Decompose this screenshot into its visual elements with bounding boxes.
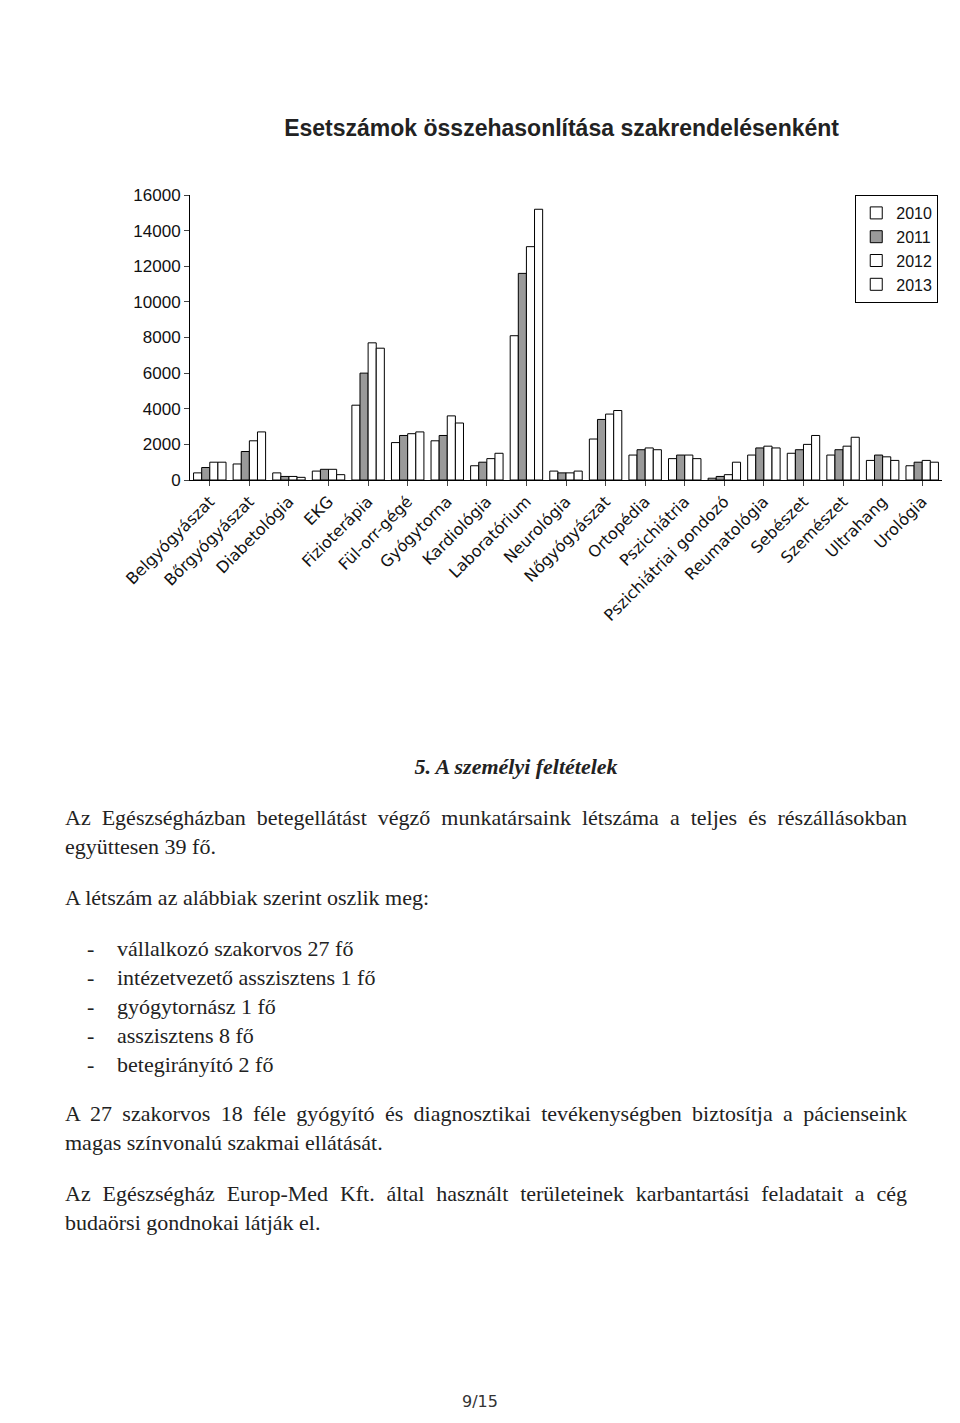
svg-text:8000: 8000 (143, 328, 181, 347)
html-text:asszisztens 8 fő: asszisztens 8 fő (117, 1023, 254, 1048)
html-text:A 27 szakorvos 18 féle gyógyít: A 27 szakorvos 18 féle gyógyító és diagn… (65, 1101, 907, 1155)
svg-text:Bőrgyógyászat: Bőrgyógyászat (160, 492, 257, 589)
svg-text:4000: 4000 (143, 400, 181, 419)
svg-text:Laboratórium: Laboratórium (445, 492, 535, 582)
svg-text:2012: 2012 (896, 253, 932, 270)
svg-text:2011: 2011 (896, 229, 931, 246)
svg-text:Ultrahang: Ultrahang (822, 492, 891, 561)
svg-text:14000: 14000 (133, 222, 180, 241)
svg-text:6000: 6000 (143, 364, 181, 383)
html-text:vállalkozó szakorvos 27 fő: vállalkozó szakorvos 27 fő (117, 936, 354, 961)
html-text:betegirányító 2 fő: betegirányító 2 fő (117, 1052, 274, 1077)
html-text:Az Egészségház Europ-Med Kft.: Az Egészségház Europ-Med Kft. által hasz… (65, 1181, 907, 1235)
svg-text:2010: 2010 (896, 205, 932, 222)
html-text:gyógytornász 1 fő: gyógytornász 1 fő (117, 994, 276, 1019)
svg-text:Urológia: Urológia (870, 492, 930, 552)
svg-text:Neurológia: Neurológia (500, 492, 575, 567)
html-text:5. A személyi feltételek: 5. A személyi feltételek (414, 754, 618, 779)
svg-text:Reumatológia: Reumatológia (681, 492, 773, 584)
svg-text:Ortopédia: Ortopédia (584, 492, 654, 562)
svg-text:2013: 2013 (896, 277, 932, 294)
svg-text:Sebészet: Sebészet (747, 492, 812, 557)
svg-text:12000: 12000 (133, 257, 180, 276)
html-text:9/15: 9/15 (462, 1392, 498, 1411)
svg-text:Fizioterápia: Fizioterápia (298, 492, 377, 571)
svg-text:Gyógytorna: Gyógytorna (376, 492, 456, 572)
svg-text:EKG: EKG (300, 492, 337, 529)
html-text:A létszám az alábbiak szerint: A létszám az alábbiak szerint oszlik meg… (65, 885, 430, 910)
svg-text:Belgyógyászat: Belgyógyászat (122, 492, 218, 588)
svg-text:Szemészet: Szemészet (777, 492, 852, 567)
svg-text:2000: 2000 (143, 435, 181, 454)
svg-text:16000: 16000 (133, 186, 180, 205)
svg-text:Pszichiátriai gondozó: Pszichiátriai gondozó (600, 492, 733, 625)
svg-text:10000: 10000 (133, 293, 180, 312)
html-text:Az Egészségházban betegellátás: Az Egészségházban betegellátást végző mu… (65, 805, 907, 859)
svg-text:Pszichiátria: Pszichiátria (616, 492, 694, 570)
svg-text:Nőgyógyászat: Nőgyógyászat (520, 492, 614, 586)
svg-text:Fül-orr-gégé: Fül-orr-gégé (335, 492, 417, 574)
svg-text:Diabetológia: Diabetológia (212, 492, 297, 577)
svg-text:Kardiológia: Kardiológia (419, 492, 496, 569)
svg-text:Esetszámok összehasonlítása sz: Esetszámok összehasonlítása szakrendelés… (284, 115, 839, 141)
html-text:intézetvezető asszisztens 1 fő: intézetvezető asszisztens 1 fő (117, 965, 376, 990)
svg-text:0: 0 (171, 471, 180, 490)
